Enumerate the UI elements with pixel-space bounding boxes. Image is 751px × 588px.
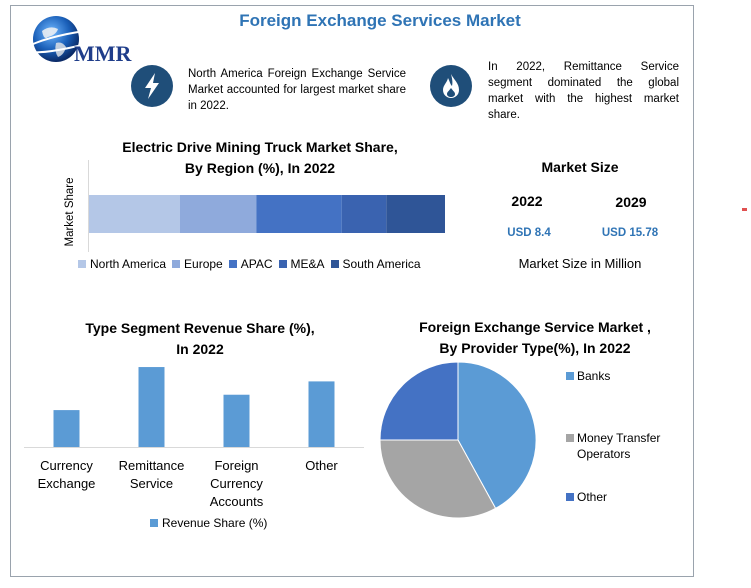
note-remittance: In 2022, Remittance Service segment domi… xyxy=(488,61,679,121)
revenue-category-label: Remittance Service xyxy=(118,458,185,491)
region-segment-europe xyxy=(179,195,257,233)
pie-slice xyxy=(457,361,537,510)
provider-legend-label: Money Transfer Operators xyxy=(577,431,661,461)
revenue-bar xyxy=(308,381,335,447)
region-segment-north-america xyxy=(89,195,180,233)
infographic-frame xyxy=(10,5,694,577)
region-legend: North America Europe APAC ME&A South America xyxy=(78,257,458,271)
pie-slice xyxy=(379,361,459,441)
region-stacked-bar xyxy=(89,195,445,233)
region-legend-item: South America xyxy=(330,257,421,271)
region-legend-swatch xyxy=(172,260,181,268)
region-legend-label: South America xyxy=(342,257,421,271)
y-axis-label: Market Share xyxy=(64,177,76,247)
market-size-value-2022: USD 8.4 xyxy=(507,227,551,239)
note-north-america: North America Foreign Exchange Service M… xyxy=(188,68,406,112)
pie-slice xyxy=(379,439,497,519)
provider-legend-label: Other xyxy=(577,490,608,504)
flame-icon xyxy=(443,74,459,98)
region-chart-title-line1: Electric Drive Mining Truck Market Share… xyxy=(122,139,398,155)
lightning-icon xyxy=(145,73,159,99)
revenue-chart-title-line1: Type Segment Revenue Share (%), xyxy=(85,320,315,336)
market-size-value-2029: USD 15.78 xyxy=(601,227,659,239)
region-legend-label: APAC xyxy=(240,257,273,271)
page-title: Foreign Exchange Services Market xyxy=(239,11,521,30)
revenue-category-labels: Currency Exchange Remittance Service Foreign… xyxy=(24,457,364,511)
region-legend-item: North America xyxy=(78,257,166,271)
region-segment-south-america xyxy=(386,195,445,233)
flame-icon-badge xyxy=(430,65,472,107)
revenue-legend-label: Revenue Share (%) xyxy=(162,516,268,530)
provider-chart-title-line2: By Provider Type(%), In 2022 xyxy=(439,340,631,356)
revenue-bar-chart xyxy=(24,367,364,448)
region-legend-swatch xyxy=(330,260,339,268)
provider-legend-swatch xyxy=(566,493,574,501)
region-chart-title-line2: By Region (%), In 2022 xyxy=(184,160,336,176)
edge-mark xyxy=(742,208,747,211)
provider-chart-title: Foreign Exchange Service Market , By Pro… xyxy=(400,317,670,359)
region-chart-title: Electric Drive Mining Truck Market Share… xyxy=(100,137,420,179)
provider-legend-item: Banks xyxy=(566,368,610,384)
provider-legend-swatch xyxy=(566,434,574,442)
region-legend-label: North America xyxy=(90,257,167,271)
region-legend-swatch xyxy=(78,260,86,268)
region-legend-item: ME&A xyxy=(278,257,325,271)
provider-legend-label: Banks xyxy=(577,369,611,383)
revenue-legend-swatch xyxy=(150,519,158,527)
revenue-chart-title: Type Segment Revenue Share (%), In 2022 xyxy=(60,318,340,360)
logo-text: MMR xyxy=(74,41,133,66)
region-legend-swatch xyxy=(228,260,237,268)
market-size-unit-note: Market Size in Million xyxy=(518,256,642,271)
region-legend-item: APAC xyxy=(228,257,273,271)
revenue-bar xyxy=(53,410,80,447)
market-size-year-2022: 2022 xyxy=(511,193,543,209)
provider-legend: Banks Money Transfer Operators Other xyxy=(566,368,690,508)
region-segment-apac xyxy=(256,195,342,233)
region-y-axis-label: Market Share xyxy=(58,177,82,252)
revenue-category-label: Foreign Currency Accounts xyxy=(209,458,264,509)
revenue-chart-title-line2: In 2022 xyxy=(176,341,224,357)
revenue-bar xyxy=(138,367,165,447)
region-legend-swatch xyxy=(278,260,287,268)
revenue-bar xyxy=(223,394,250,447)
region-segment-me-a xyxy=(341,195,387,233)
region-legend-label: Europe xyxy=(184,257,223,271)
market-size-title: Market Size xyxy=(541,159,619,175)
region-axis-line xyxy=(88,160,89,252)
mmr-logo: MMR xyxy=(16,15,148,69)
lightning-icon-badge xyxy=(131,65,173,107)
market-size-year-2029: 2029 xyxy=(615,194,647,210)
provider-legend-item: Other xyxy=(566,489,607,505)
provider-legend-item: Money Transfer Operators xyxy=(566,430,660,462)
region-legend-label: ME&A xyxy=(290,257,325,271)
provider-legend-swatch xyxy=(566,372,574,380)
revenue-category-label: Other xyxy=(305,458,338,473)
region-legend-item: Europe xyxy=(172,257,223,271)
provider-pie-chart xyxy=(379,361,537,519)
revenue-legend: Revenue Share (%) xyxy=(150,516,267,530)
revenue-category-label: Currency Exchange xyxy=(37,458,96,491)
provider-chart-title-line1: Foreign Exchange Service Market , xyxy=(419,319,651,335)
